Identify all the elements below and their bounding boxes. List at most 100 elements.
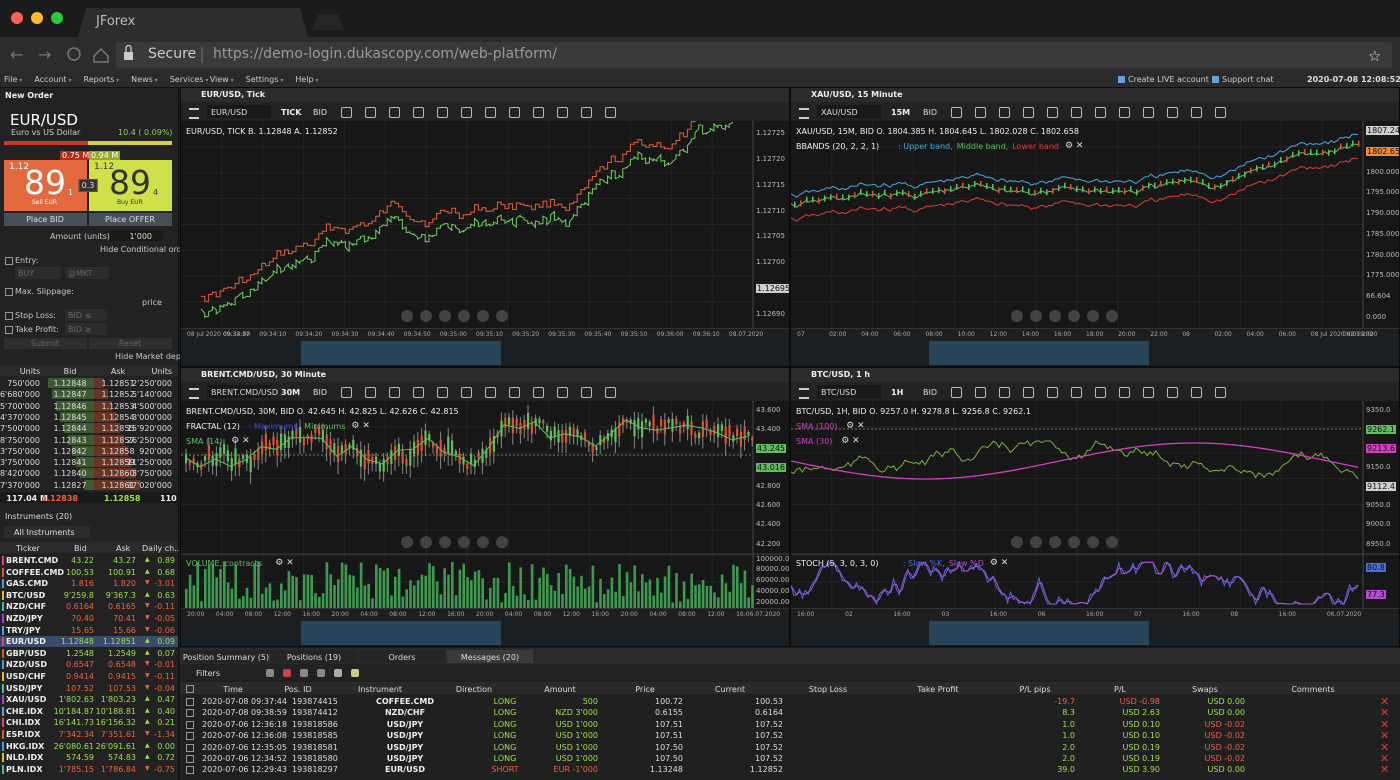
tool-icon[interactable] — [365, 387, 376, 398]
tool-icon[interactable] — [1167, 387, 1178, 398]
ticker[interactable]: NZD/CHF — [6, 602, 47, 612]
tool-icon[interactable] — [341, 107, 352, 118]
ticker[interactable]: GBP/USD — [6, 648, 47, 658]
tool-icon[interactable] — [1167, 107, 1178, 118]
tool-icon[interactable] — [389, 387, 400, 398]
menu-link[interactable]: Support chat — [1222, 75, 1274, 84]
tool-icon[interactable] — [1143, 387, 1154, 398]
close-button[interactable]: ✕ — [1380, 729, 1390, 743]
price-side[interactable]: BID — [313, 108, 328, 117]
tab-label[interactable]: Messages (20) — [460, 653, 520, 662]
tool-icon[interactable] — [975, 387, 986, 398]
ticker[interactable]: NZD/JPY — [6, 614, 43, 623]
tool-icon[interactable] — [437, 107, 448, 118]
ticker[interactable]: GAS.CMD — [6, 579, 49, 589]
link[interactable]: Hide Market depth — [115, 352, 190, 361]
tool-icon[interactable] — [999, 107, 1010, 118]
button-label[interactable]: Place BID — [26, 215, 64, 224]
ticker[interactable]: XAU/USD — [6, 695, 47, 705]
timeframe[interactable]: 15M — [891, 108, 911, 117]
ticker[interactable]: NLD.IDX — [6, 753, 44, 763]
tab[interactable] — [359, 650, 445, 663]
instrument-select[interactable] — [207, 385, 271, 398]
close-button[interactable]: ✕ — [1380, 695, 1390, 708]
tool-icon[interactable] — [1047, 107, 1058, 118]
checkbox[interactable] — [186, 698, 194, 706]
sell-box[interactable] — [4, 160, 87, 211]
tool-icon[interactable] — [1215, 387, 1226, 398]
tool-icon[interactable] — [461, 107, 472, 118]
tool-icon[interactable] — [389, 107, 400, 118]
indicator-controls[interactable]: ⚙ ✕ — [989, 558, 1009, 569]
ticker[interactable]: TRY/JPY — [6, 625, 41, 635]
instrument-select[interactable] — [207, 105, 271, 118]
tool-icon[interactable] — [951, 387, 962, 398]
chart-plot[interactable] — [181, 401, 789, 646]
checkbox[interactable] — [186, 766, 194, 775]
chart-plot[interactable] — [791, 121, 1399, 366]
menu-icon[interactable] — [189, 388, 199, 399]
tool-icon[interactable] — [1143, 107, 1154, 118]
tool-icon[interactable] — [533, 107, 544, 118]
timeframe[interactable]: 1H — [891, 388, 904, 397]
tool-icon[interactable] — [1071, 107, 1082, 118]
tool-icon[interactable] — [334, 669, 342, 677]
menu-item[interactable]: View — [210, 75, 234, 84]
menu-item[interactable]: File — [4, 75, 22, 84]
tool-icon[interactable] — [1047, 387, 1058, 398]
select-value[interactable]: All Instruments — [14, 528, 75, 537]
indicator-controls[interactable]: ⚙ ✕ — [1064, 141, 1084, 151]
indicator-controls[interactable]: ⚙ ✕ — [231, 436, 250, 446]
button[interactable] — [89, 213, 172, 226]
checkbox[interactable] — [186, 755, 194, 763]
menu-icon[interactable] — [799, 388, 809, 399]
indicator-controls[interactable]: ⚙ ✕ — [846, 421, 865, 431]
tool-icon[interactable] — [1215, 107, 1226, 118]
tab[interactable] — [183, 650, 269, 663]
tool-icon[interactable] — [413, 107, 424, 118]
ticker[interactable]: USD/JPY — [6, 683, 43, 693]
indicator-controls[interactable]: ⚙ ✕ — [351, 421, 370, 431]
ticker[interactable]: PLN.IDX — [6, 764, 43, 774]
ticker[interactable]: EUR/USD — [6, 637, 46, 647]
tool-icon[interactable] — [509, 107, 520, 118]
menu-item[interactable]: Help — [295, 75, 318, 84]
filters[interactable]: Filters — [196, 669, 220, 678]
price-side[interactable]: BID — [313, 388, 328, 397]
button[interactable] — [4, 338, 87, 349]
tool-icon[interactable] — [300, 669, 308, 677]
tool-icon[interactable] — [557, 387, 568, 398]
tool-icon[interactable] — [485, 387, 496, 398]
tool-icon[interactable] — [605, 107, 616, 118]
ticker[interactable]: NZD/USD — [6, 660, 47, 670]
checkbox[interactable] — [186, 743, 194, 752]
tool-icon[interactable] — [461, 387, 472, 398]
ticker[interactable]: BRENT.CMD — [6, 556, 59, 565]
button[interactable] — [4, 213, 87, 226]
ticker[interactable]: BTC/USD — [6, 590, 46, 600]
tool-icon[interactable] — [437, 387, 448, 398]
instrument-select[interactable] — [817, 385, 881, 398]
tool-icon[interactable] — [509, 387, 520, 398]
button-label[interactable]: Submit — [30, 339, 60, 348]
close-button[interactable]: ✕ — [1380, 740, 1390, 754]
tool-icon[interactable] — [951, 107, 962, 118]
tool-icon[interactable] — [351, 669, 359, 677]
tool-icon[interactable] — [1023, 387, 1034, 398]
tool-icon[interactable] — [1023, 107, 1034, 118]
tool-icon[interactable] — [485, 107, 496, 118]
ticker[interactable]: CHE.IDX — [6, 706, 43, 716]
tab[interactable] — [447, 650, 533, 663]
tool-icon[interactable] — [557, 107, 568, 118]
button-label[interactable]: Place OFFER — [105, 215, 155, 224]
menu-item[interactable]: Services — [170, 75, 209, 84]
tool-icon[interactable] — [266, 669, 274, 677]
price-side[interactable]: BID — [923, 388, 938, 397]
ticker[interactable]: USD/CHF — [6, 672, 46, 681]
tool-icon[interactable] — [581, 107, 592, 118]
tool-icon[interactable] — [581, 387, 592, 398]
tab[interactable] — [271, 650, 357, 663]
button[interactable] — [89, 338, 172, 349]
tool-icon[interactable] — [317, 669, 325, 677]
indicator-controls[interactable]: ⚙ ✕ — [275, 558, 294, 569]
